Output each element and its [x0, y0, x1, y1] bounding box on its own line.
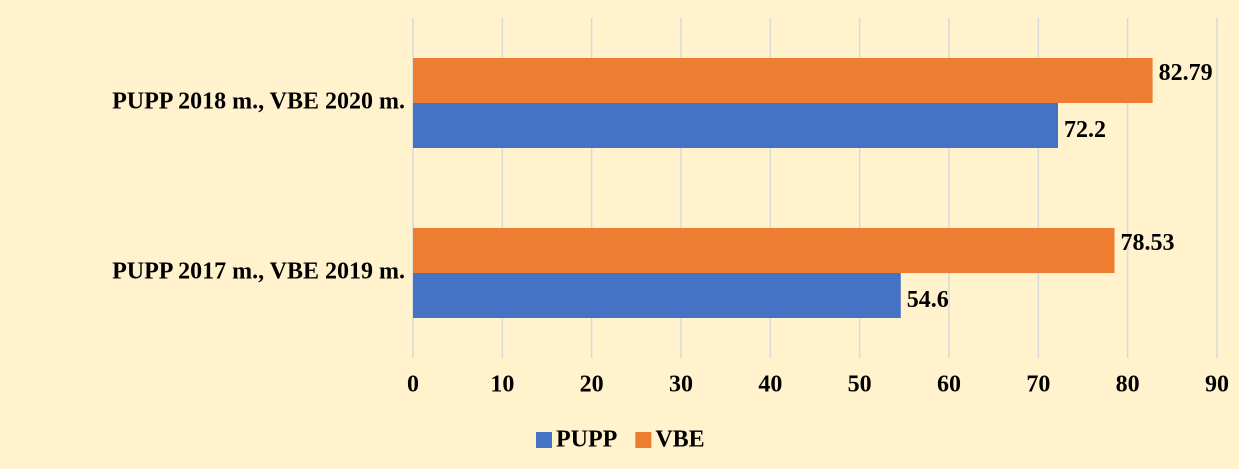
bar — [413, 103, 1058, 148]
bar — [413, 228, 1115, 273]
x-tick-label: 40 — [758, 372, 782, 398]
y-tick-label: PUPP 2018 m., VBE 2020 m. — [112, 89, 405, 115]
x-tick-label: 50 — [848, 372, 872, 398]
x-tick-label: 90 — [1205, 372, 1229, 398]
bar — [413, 273, 901, 318]
x-tick-label: 30 — [669, 372, 693, 398]
data-label: 78.53 — [1121, 230, 1175, 256]
data-label: 72.2 — [1064, 117, 1106, 143]
x-tick-label: 20 — [580, 372, 604, 398]
x-tick-label: 60 — [937, 372, 961, 398]
legend-label: VBE — [655, 427, 704, 453]
legend-swatch — [635, 432, 652, 448]
x-tick-label: 0 — [407, 372, 419, 398]
data-label: 54.6 — [907, 287, 949, 313]
legend-swatch — [536, 432, 552, 448]
y-tick-label: PUPP 2017 m., VBE 2019 m. — [112, 259, 405, 285]
data-label: 82.79 — [1159, 60, 1213, 86]
x-tick-label: 70 — [1026, 372, 1050, 398]
x-tick-label: 80 — [1116, 372, 1140, 398]
bar — [413, 58, 1153, 103]
x-tick-label: 10 — [490, 372, 514, 398]
legend-label: PUPP — [556, 427, 617, 453]
